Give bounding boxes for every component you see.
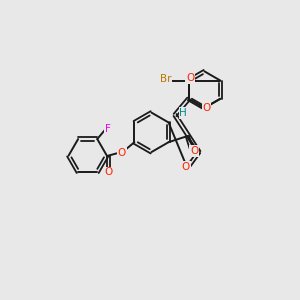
Text: F: F xyxy=(105,124,111,134)
Text: O: O xyxy=(118,148,126,158)
Text: O: O xyxy=(182,161,190,172)
Text: O: O xyxy=(186,73,194,83)
Text: O: O xyxy=(190,146,199,156)
Text: O: O xyxy=(104,167,112,177)
Text: Br: Br xyxy=(160,74,171,84)
Text: O: O xyxy=(202,103,211,113)
Text: H: H xyxy=(179,108,187,118)
